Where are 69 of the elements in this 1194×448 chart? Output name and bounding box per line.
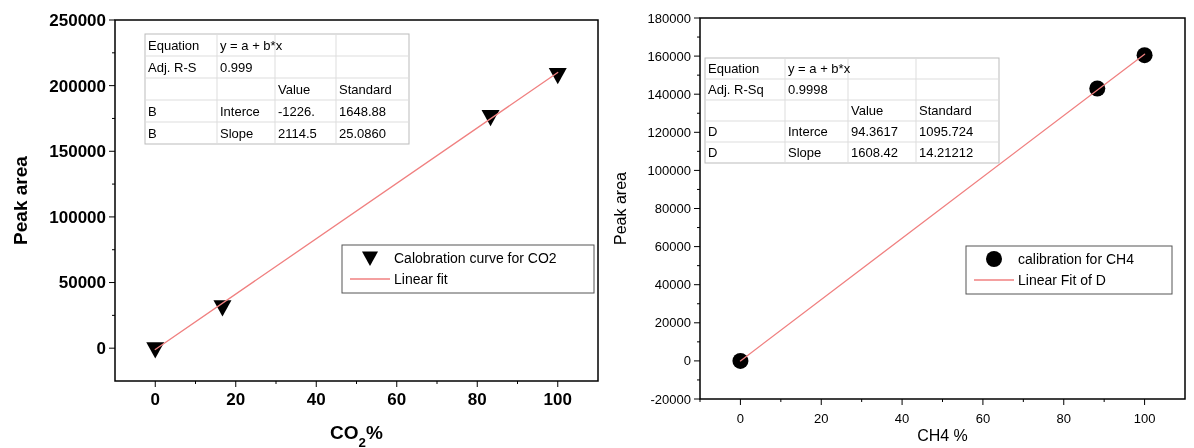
annotation: 14.21212 [919,145,974,161]
x-tick-label: 20 [226,390,246,409]
y-tick-label: 20000 [654,315,691,331]
x-tick-label: 0 [736,411,745,426]
legend-label: Calobration curve for CO2 [394,250,557,266]
y-tick-label: 80000 [654,201,691,217]
annotation: D [708,124,718,140]
y-tick-label: 120000 [647,124,691,140]
annotation: 1608.42 [851,145,898,161]
annotation: 0.999 [220,59,253,75]
annotation: -1226. [278,103,315,119]
annotation: B [148,125,157,141]
point [146,342,165,359]
annotation: Slope [788,145,822,161]
y-tick-label: 0 [96,339,106,359]
y-tick-label: 60000 [654,239,691,255]
y-tick-label: 140000 [647,86,691,102]
y-tick-label: 180000 [647,10,691,26]
annotation: Equation [148,37,200,53]
annotation: B [148,103,157,119]
annotation: Slope [220,125,254,141]
x-tick-label: 40 [306,390,326,409]
annotation: 1095.724 [919,124,974,140]
annotation: Interce [220,103,260,119]
y-axis-title: Peak area [612,171,629,245]
y-tick-label: 50000 [58,273,106,293]
x-tick-label: 100 [543,390,572,409]
annotation: Value [278,81,311,97]
point [1136,47,1153,64]
x-tick-label: 60 [387,390,407,409]
annotation: Equation [708,61,760,77]
y-tick-label: 150000 [49,142,106,162]
x-tick-label: 0 [150,390,160,409]
annotation: 0.9998 [788,82,828,98]
point [548,67,567,85]
annotation: Adj. R-S [148,59,197,75]
y-tick-label: 200000 [49,76,106,96]
x-axis-title: CO$_{2}$% [330,422,383,448]
annotation: y = a + b*x [220,37,283,53]
annotation: 25.0860 [339,125,386,141]
legend-label: Linear Fit of D [1018,272,1106,288]
point [732,352,749,369]
legend-label: calibration for CH4 [1018,251,1135,267]
annotation: D [708,145,718,161]
annotation: 1648.88 [339,103,386,119]
annotation: 2114.5 [278,125,317,141]
x-tick-label: 20 [814,411,829,426]
annotation: y = a + b*x [788,61,851,77]
y-tick-label: 0 [683,353,691,369]
annotation: Standard [919,103,972,119]
x-tick-label: 60 [975,411,991,426]
y-tick-label: 100000 [647,162,691,178]
x-tick-label: 80 [1056,411,1071,426]
x-tick-label: 80 [467,390,487,409]
y-axis-title: Peak area [10,155,31,245]
annotation: 94.3617 [851,124,898,140]
y-tick-label: 100000 [49,207,106,227]
x-axis-title: CH4 % [917,427,968,444]
annotation: Standard [339,81,392,97]
y-tick-label: 160000 [647,48,691,64]
y-tick-label: 40000 [654,277,691,293]
y-tick-label: -20000 [650,391,691,407]
y-tick-label: 250000 [49,10,106,30]
annotation: Adj. R-Sq [708,82,764,98]
legend-label: Linear fit [394,271,448,287]
annotation: Value [851,103,884,119]
x-tick-label: 40 [894,411,910,426]
annotation: Interce [788,124,828,140]
x-tick-label: 100 [1133,411,1156,426]
